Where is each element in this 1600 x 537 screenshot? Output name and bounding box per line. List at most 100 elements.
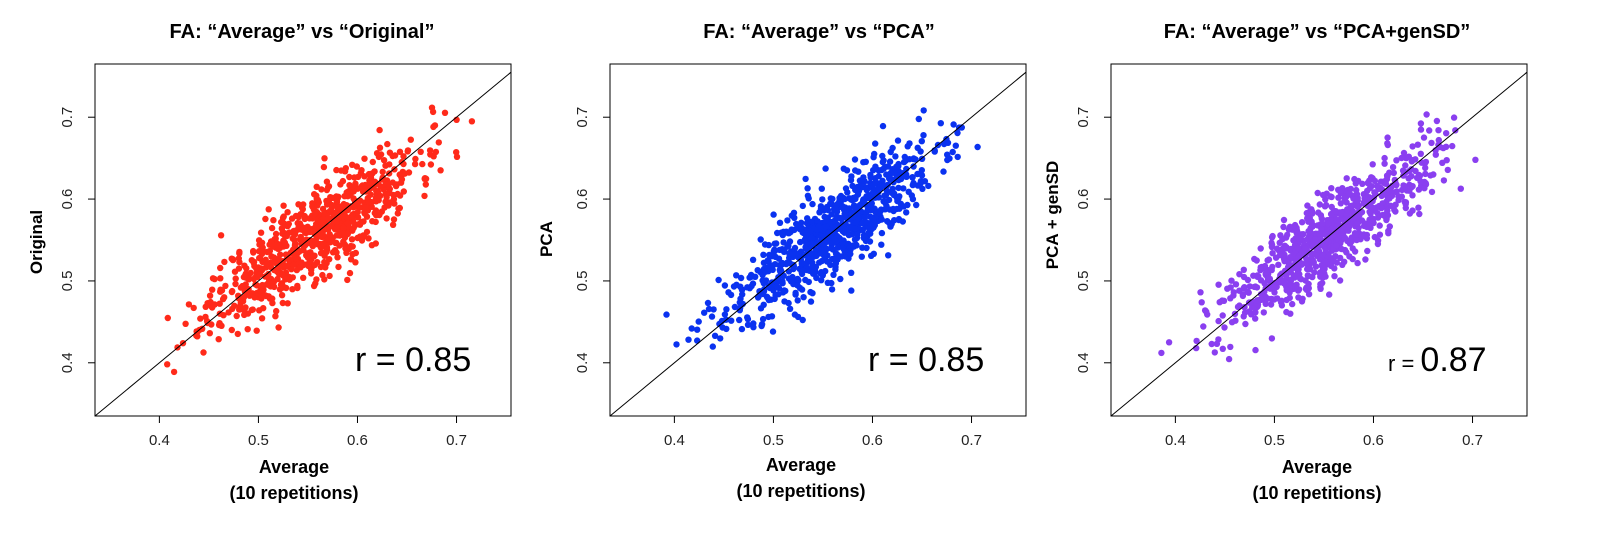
data-point bbox=[211, 301, 218, 308]
panel-3-correlation-prefix: r = bbox=[1388, 351, 1420, 376]
data-point bbox=[321, 155, 328, 162]
data-point bbox=[851, 156, 859, 163]
data-point bbox=[950, 121, 957, 128]
data-point bbox=[1236, 287, 1243, 294]
data-point bbox=[749, 280, 757, 287]
data-point bbox=[430, 153, 437, 160]
data-point bbox=[361, 210, 368, 217]
data-point bbox=[1284, 231, 1291, 239]
data-point bbox=[1257, 291, 1265, 298]
data-point bbox=[919, 185, 926, 192]
data-point bbox=[846, 216, 853, 223]
data-point bbox=[1287, 254, 1294, 261]
data-point bbox=[170, 368, 178, 376]
data-point bbox=[211, 275, 218, 283]
data-point bbox=[1197, 289, 1204, 296]
data-point bbox=[1269, 232, 1276, 240]
y-tick-label: 0.7 bbox=[59, 107, 76, 128]
data-point bbox=[1299, 295, 1306, 302]
data-point bbox=[427, 161, 435, 168]
data-point bbox=[849, 242, 856, 249]
data-point bbox=[333, 198, 341, 205]
data-point bbox=[1402, 162, 1409, 169]
data-point bbox=[373, 195, 381, 202]
data-point bbox=[1300, 252, 1307, 259]
data-point bbox=[829, 255, 836, 263]
data-point bbox=[1354, 197, 1361, 205]
data-point bbox=[808, 240, 815, 247]
x-tick-label: 0.5 bbox=[248, 432, 269, 449]
data-point bbox=[222, 282, 229, 290]
data-point bbox=[383, 215, 390, 222]
data-point bbox=[328, 222, 335, 229]
data-point bbox=[1304, 215, 1311, 222]
data-point bbox=[292, 255, 299, 262]
data-point bbox=[902, 157, 909, 164]
y-tick-label: 0.5 bbox=[1075, 271, 1092, 292]
x-tick-label: 0.6 bbox=[347, 432, 368, 449]
data-point bbox=[1289, 300, 1296, 308]
y-tick-label: 0.6 bbox=[574, 189, 591, 210]
data-point bbox=[344, 220, 352, 227]
data-point bbox=[882, 192, 890, 199]
data-point bbox=[792, 289, 799, 297]
data-point bbox=[1224, 285, 1231, 292]
data-point bbox=[1359, 180, 1366, 187]
data-point bbox=[1215, 317, 1222, 325]
panel-1-reference-line bbox=[95, 71, 511, 416]
panel-1-y-axis: 0.4 0.5 0.6 0.7 bbox=[59, 107, 95, 373]
data-point bbox=[319, 205, 327, 213]
data-point bbox=[1236, 271, 1243, 278]
data-point bbox=[798, 219, 805, 226]
data-point bbox=[1384, 134, 1391, 141]
data-point bbox=[944, 151, 951, 158]
data-point bbox=[283, 242, 290, 249]
data-point bbox=[232, 280, 239, 288]
data-point bbox=[1335, 194, 1342, 201]
data-point bbox=[361, 155, 368, 162]
data-point bbox=[1317, 281, 1324, 288]
data-point bbox=[547, 101, 553, 107]
data-point bbox=[313, 195, 320, 202]
data-point bbox=[1341, 258, 1348, 265]
data-point bbox=[903, 209, 910, 216]
data-point bbox=[1332, 216, 1340, 223]
panel-1-plot-border bbox=[94, 63, 512, 417]
data-point bbox=[1291, 221, 1299, 229]
data-point bbox=[909, 174, 916, 181]
data-point bbox=[731, 303, 739, 311]
data-point bbox=[299, 247, 307, 254]
data-point bbox=[1268, 241, 1276, 249]
data-point bbox=[785, 241, 792, 249]
data-point bbox=[1283, 308, 1290, 316]
data-point bbox=[389, 221, 397, 228]
data-point bbox=[793, 220, 800, 228]
data-point bbox=[376, 126, 383, 134]
data-point bbox=[1316, 201, 1324, 208]
data-point bbox=[1298, 219, 1306, 226]
data-point bbox=[750, 324, 757, 331]
data-point bbox=[850, 194, 857, 202]
data-point bbox=[411, 160, 419, 168]
data-point bbox=[879, 122, 887, 130]
data-point bbox=[393, 181, 400, 188]
data-point bbox=[233, 312, 240, 320]
data-point bbox=[217, 264, 224, 272]
data-point bbox=[400, 153, 407, 160]
data-point bbox=[1215, 336, 1222, 343]
data-point bbox=[289, 286, 296, 293]
data-point bbox=[762, 268, 769, 275]
data-point bbox=[771, 247, 779, 254]
data-point bbox=[338, 167, 345, 174]
data-point bbox=[1421, 185, 1428, 192]
data-point bbox=[1228, 277, 1235, 284]
data-point bbox=[820, 241, 827, 248]
data-point bbox=[288, 215, 296, 222]
data-point bbox=[821, 255, 828, 263]
data-point bbox=[822, 223, 830, 230]
data-point bbox=[1450, 114, 1458, 121]
data-point bbox=[895, 215, 903, 223]
panel-2-reference-line bbox=[610, 71, 1026, 416]
data-point bbox=[429, 108, 437, 116]
data-point bbox=[736, 299, 743, 306]
